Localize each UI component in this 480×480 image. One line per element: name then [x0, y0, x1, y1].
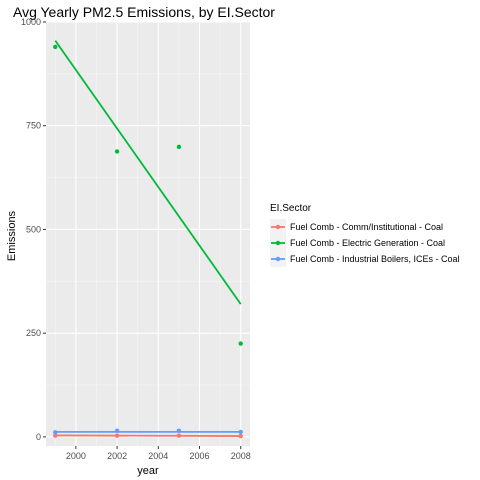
legend: EI.Sector Fuel Comb - Comm/Institutional… [270, 203, 460, 267]
x-tick-label: 2006 [189, 451, 209, 461]
y-tick-label: 500 [26, 224, 41, 234]
data-point [238, 429, 243, 435]
data-point [53, 44, 58, 50]
y-tick-label: 0 [36, 432, 41, 442]
legend-label: Fuel Comb - Comm/Institutional - Coal [290, 222, 443, 232]
grid [46, 21, 250, 446]
legend-label: Fuel Comb - Industrial Boilers, ICEs - C… [290, 254, 460, 264]
data-point [53, 430, 58, 435]
y-tick-label: 250 [26, 328, 41, 338]
legend-label: Fuel Comb - Electric Generation - Coal [290, 238, 445, 248]
data-point [114, 149, 120, 154]
data-point [176, 144, 182, 150]
data-point [176, 433, 182, 438]
x-axis-title: year [137, 465, 159, 477]
x-tick-label: 2008 [231, 451, 251, 461]
data-point [114, 428, 120, 433]
data-point [238, 433, 243, 439]
data-points [53, 44, 243, 439]
x-tick-label: 2000 [66, 451, 86, 461]
data-point [114, 433, 120, 438]
legend-title: EI.Sector [270, 203, 312, 214]
y-axis-title: Emissions [6, 210, 18, 261]
trend-lines [54, 40, 242, 437]
trend-line [55, 434, 241, 437]
x-axis-ticks: 2000 2002 2004 2006 2008 [66, 446, 251, 461]
plot-panel [46, 22, 250, 446]
legend-key-point [275, 224, 281, 230]
chart-title: Avg Yearly PM2.5 Emissions, by EI.Sector [13, 4, 275, 20]
y-axis-ticks: 0 250 500 750 1000 [21, 17, 46, 442]
y-tick-label: 750 [26, 121, 41, 131]
data-point [53, 433, 58, 438]
y-tick-label: 1000 [21, 17, 41, 27]
x-tick-label: 2004 [148, 451, 168, 461]
trend-line [54, 40, 242, 305]
legend-key-point [275, 240, 281, 246]
legend-key-point [275, 256, 281, 262]
x-tick-label: 2002 [107, 451, 127, 461]
data-point [238, 341, 243, 346]
data-point [176, 428, 182, 433]
